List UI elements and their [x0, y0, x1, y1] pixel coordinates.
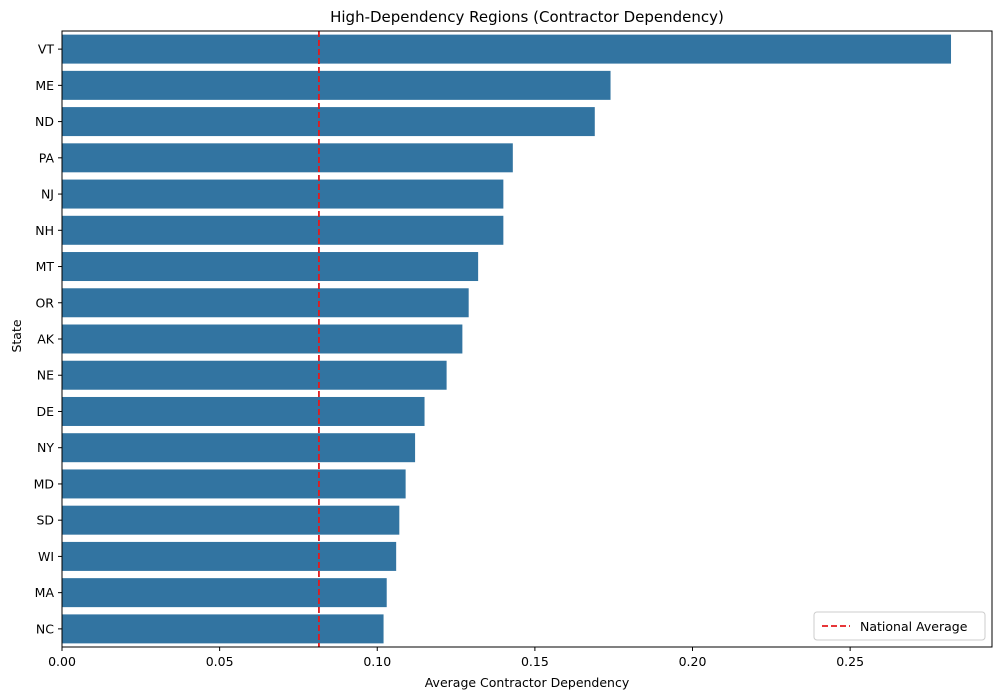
bar-ny: [62, 433, 416, 463]
bar-ne: [62, 360, 447, 390]
x-tick-label-0: 0.00: [48, 654, 76, 669]
bar-ma: [62, 578, 387, 608]
bar-md: [62, 469, 406, 499]
x-axis-ticks: 0.00 0.05 0.10 0.15 0.20 0.25: [48, 647, 864, 669]
bar-ak: [62, 324, 463, 354]
bar-nc: [62, 614, 384, 644]
legend-label-national-average: National Average: [860, 619, 968, 634]
y-tick-label-mt: MT: [36, 259, 55, 274]
y-tick-label-ma: MA: [35, 585, 55, 600]
y-tick-label-pa: PA: [39, 150, 55, 165]
y-tick-label-or: OR: [35, 295, 54, 310]
y-tick-label-nj: NJ: [41, 187, 54, 202]
bar-vt: [62, 34, 952, 64]
y-tick-label-ak: AK: [37, 332, 55, 347]
plot-frame: [61, 30, 993, 648]
x-tick-label-5: 0.25: [836, 654, 864, 669]
y-tick-label-ny: NY: [37, 440, 54, 455]
x-tick-label-4: 0.20: [679, 654, 707, 669]
y-tick-label-me: ME: [35, 78, 54, 93]
y-tick-label-de: DE: [36, 404, 54, 419]
bar-or: [62, 288, 469, 318]
y-tick-label-ne: NE: [37, 368, 54, 383]
bar-mt: [62, 252, 479, 282]
y-axis-title: State: [9, 319, 24, 352]
x-axis-title: Average Contractor Dependency: [425, 675, 630, 690]
legend: National Average: [813, 611, 986, 641]
bar-nh: [62, 215, 504, 245]
bar-nd: [62, 107, 595, 137]
bar-pa: [62, 143, 513, 173]
x-tick-label-3: 0.15: [521, 654, 549, 669]
y-axis-ticks: VT ME ND PA NJ NH MT OR AK NE DE NY MD SD WI MA NC: [34, 42, 62, 636]
bar-nj: [62, 179, 504, 209]
y-tick-label-md: MD: [34, 476, 54, 491]
y-tick-label-nc: NC: [36, 621, 54, 636]
bar-de: [62, 396, 425, 426]
y-tick-label-vt: VT: [38, 42, 55, 57]
legend-box: [813, 611, 986, 641]
y-tick-label-wi: WI: [38, 549, 54, 564]
bar-me: [62, 70, 611, 100]
y-tick-label-nh: NH: [35, 223, 54, 238]
x-tick-label-2: 0.10: [363, 654, 391, 669]
x-tick-label-1: 0.05: [206, 654, 234, 669]
bars-group: [62, 34, 952, 644]
bar-sd: [62, 505, 400, 535]
y-tick-label-sd: SD: [36, 513, 54, 528]
chart-title: High-Dependency Regions (Contractor Depe…: [330, 8, 724, 26]
bar-wi: [62, 541, 397, 571]
y-tick-label-nd: ND: [35, 114, 54, 129]
